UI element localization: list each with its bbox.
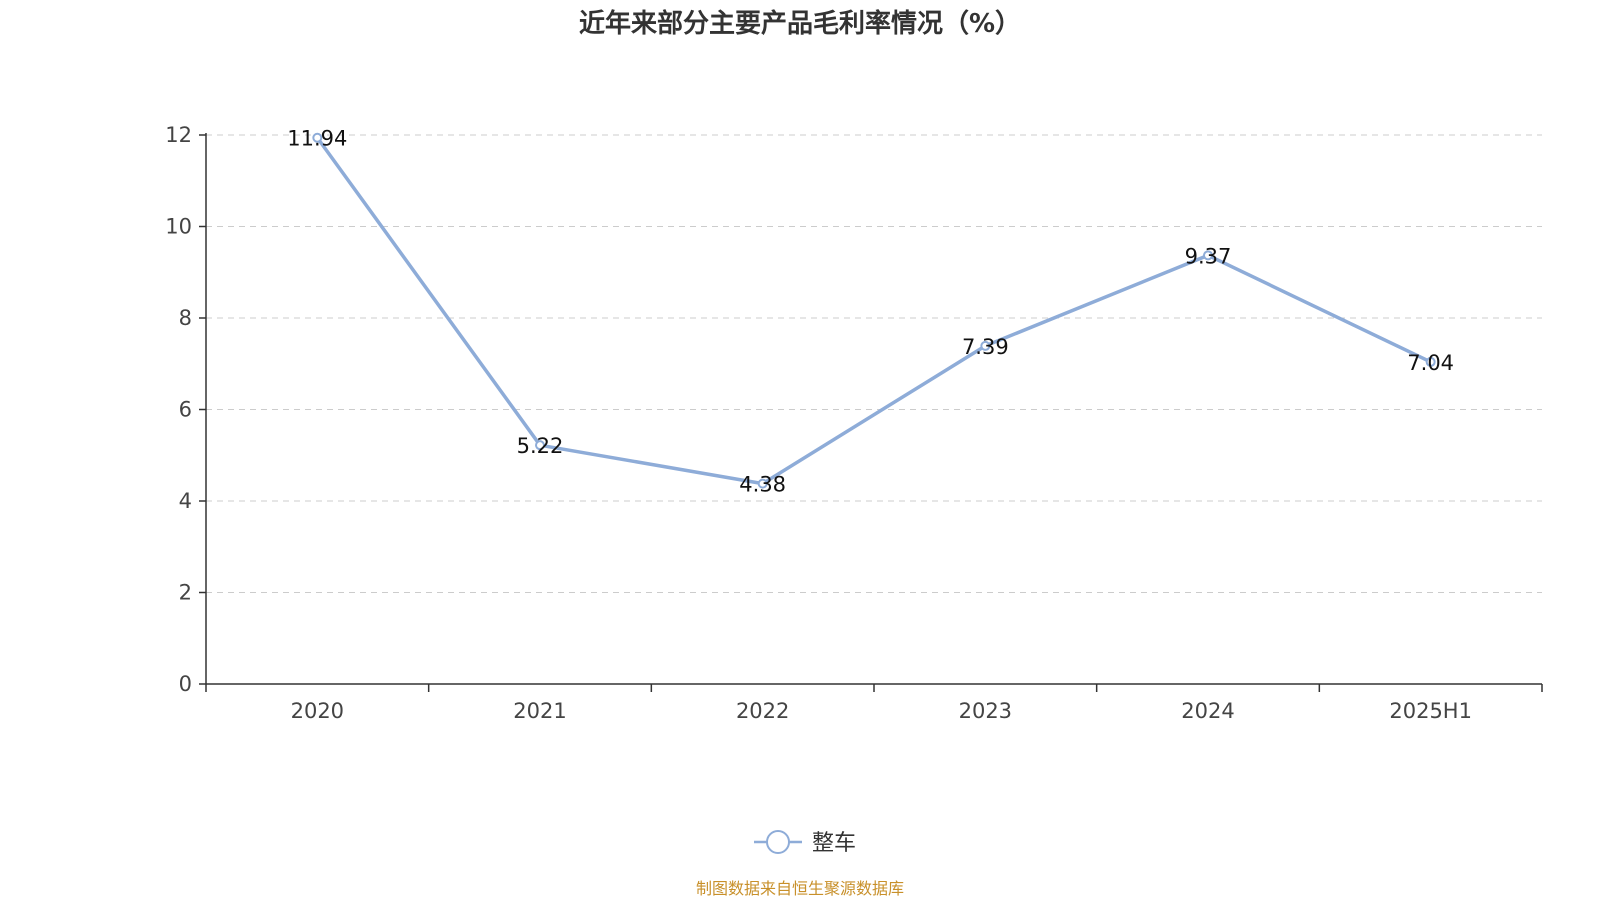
y-axis-ticks: 0 2 4 6 8 10 12: [165, 123, 206, 696]
data-point[interactable]: [980, 340, 991, 351]
x-tick-label: 2025H1: [1389, 699, 1472, 723]
x-tick-label: 2020: [291, 699, 344, 723]
x-tick-label: 2022: [736, 699, 789, 723]
data-point[interactable]: [1425, 356, 1436, 367]
data-label: 7.39: [962, 335, 1009, 359]
series-layer: [312, 132, 1436, 489]
legend-marker-icon: [766, 830, 790, 854]
y-tick-label: 10: [165, 215, 192, 239]
data-labels: 11.94 5.22 4.38 7.39 9.37 7.04: [287, 127, 1454, 497]
x-tick-label: 2023: [959, 699, 1012, 723]
chart-title: 近年来部分主要产品毛利率情况（%）: [579, 8, 1021, 39]
data-label: 5.22: [517, 434, 564, 458]
data-label: 4.38: [739, 473, 786, 497]
data-point[interactable]: [312, 132, 323, 143]
x-axis-ticks: 2020 2021 2022 2023 2024 2025H1: [205, 684, 1543, 723]
series-line: [315, 136, 1432, 486]
legend-label: 整车: [812, 831, 856, 856]
y-tick-label: 4: [179, 489, 192, 513]
data-point[interactable]: [757, 478, 768, 489]
y-tick-label: 8: [179, 306, 192, 330]
y-tick-label: 2: [179, 581, 192, 605]
gridlines: [206, 134, 1542, 593]
x-tick-label: 2021: [513, 699, 566, 723]
data-label: 9.37: [1185, 244, 1232, 268]
y-tick-label: 6: [179, 398, 192, 422]
legend[interactable]: 整车: [754, 830, 856, 856]
source-note: 制图数据来自恒生聚源数据库: [696, 879, 904, 898]
data-label: 11.94: [287, 127, 347, 151]
y-tick-label: 12: [165, 123, 192, 147]
data-point[interactable]: [1203, 250, 1213, 261]
data-label: 7.04: [1407, 351, 1454, 375]
data-point[interactable]: [535, 440, 545, 451]
axes: [205, 133, 1542, 685]
x-tick-label: 2024: [1181, 699, 1234, 723]
y-tick-label: 0: [179, 672, 192, 696]
